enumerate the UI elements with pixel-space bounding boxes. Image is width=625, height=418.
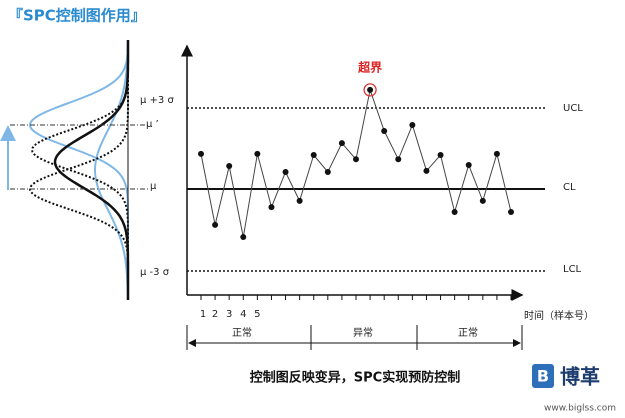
sample-point (282, 168, 289, 175)
sample-point (395, 156, 402, 163)
x-tick-label: 1 (200, 309, 206, 320)
cl-label: CL (563, 182, 576, 193)
sample-point (212, 221, 219, 228)
sample-point (423, 167, 430, 174)
sample-point (381, 127, 388, 134)
x-tick-label: 3 (226, 309, 232, 320)
sample-point (493, 150, 500, 157)
logo-name: 博革 (560, 365, 600, 389)
sample-point (310, 151, 317, 158)
x-axis-label: 时间（样本号） (524, 309, 594, 322)
sample-point (479, 197, 486, 204)
sample-point (508, 208, 514, 215)
phase-label: 正常 (232, 326, 252, 339)
sample-point (254, 150, 261, 157)
sample-point (198, 150, 204, 157)
sample-point (367, 86, 374, 93)
ucl-label: UCL (563, 103, 583, 114)
sample-point (240, 234, 247, 241)
sample-point (353, 156, 359, 163)
bell-curve (29, 40, 129, 300)
caption: 控制图反映变异，SPC实现预防控制 (250, 370, 460, 386)
phase-label: 正常 (458, 326, 478, 339)
sample-point (324, 168, 331, 175)
sample-point (268, 204, 275, 211)
bell-curve (94, 40, 129, 300)
x-tick-label: 2 (212, 309, 218, 320)
out-of-limit-label: 超界 (357, 59, 382, 74)
phase-label: 异常 (353, 326, 373, 339)
sample-point (451, 208, 458, 215)
title: 『SPC控制图作用』 (8, 7, 146, 25)
label-mean: μ (150, 181, 157, 192)
x-tick-label: 4 (240, 309, 246, 320)
sample-point (226, 163, 233, 170)
label-ucl-sigma: μ +3 σ (140, 95, 174, 106)
logo-icon (532, 364, 554, 388)
out-of-limit-ring (363, 83, 377, 97)
label-mean-shift: μ ’ (146, 119, 159, 130)
bell-curve (29, 40, 129, 300)
sample-point (338, 140, 345, 147)
label-lcl-sigma: μ -3 σ (140, 267, 170, 278)
sample-point (465, 161, 472, 168)
lcl-label: LCL (563, 264, 582, 275)
x-tick-label: 5 (254, 309, 260, 320)
sample-point (437, 151, 444, 158)
bell-curve (30, 40, 129, 300)
sample-line (200, 88, 512, 238)
distribution-curves (29, 40, 130, 300)
sample-point (409, 122, 416, 129)
logo-url: www.biglss.com (544, 404, 616, 414)
sample-point (296, 197, 303, 204)
logo-mark: B (537, 367, 549, 386)
